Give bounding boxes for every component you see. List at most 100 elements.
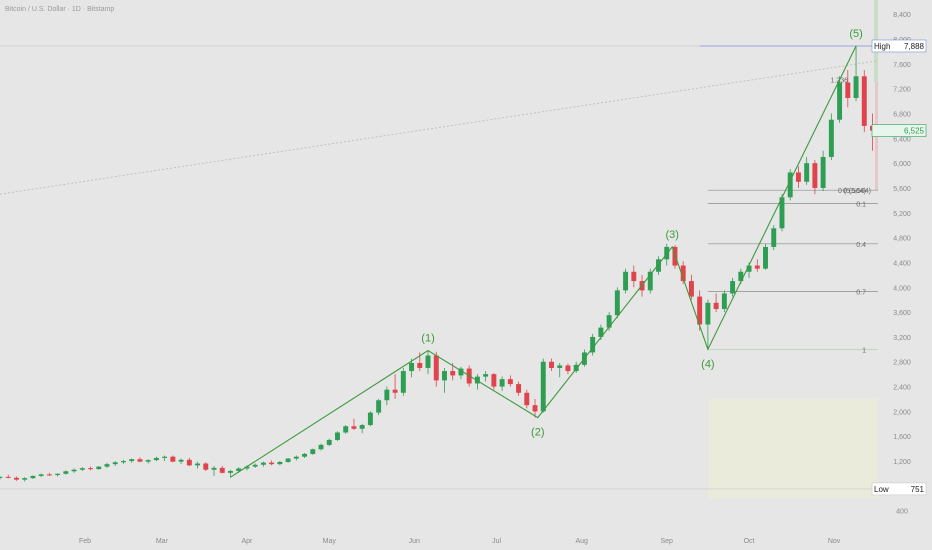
price-axis-background: [878, 0, 932, 550]
price-tick-label: 4,800: [893, 236, 911, 243]
candle-down: [713, 302, 719, 309]
low-tag-value: 751: [911, 485, 925, 494]
candle-up: [120, 461, 126, 463]
candle-up: [285, 458, 291, 462]
candle-up: [474, 376, 480, 384]
candle-up: [606, 315, 612, 328]
fib-level-label: 1: [862, 347, 866, 354]
candle-down: [392, 389, 398, 393]
price-tick-label: 7,600: [893, 62, 911, 69]
candle-up: [30, 475, 36, 479]
candle-up: [409, 362, 415, 372]
reference-lines: [0, 45, 879, 490]
candle-down: [88, 468, 94, 470]
candle-up: [277, 461, 283, 465]
elliott-wave: (1) (2) (3) (4) (5): [230, 28, 863, 478]
price-tick-label: 4,000: [893, 285, 911, 292]
fib-level-label: 0.4: [856, 242, 866, 249]
candle-up: [787, 172, 793, 198]
fib-level-label: 0.1: [856, 201, 866, 208]
candle-down: [795, 172, 801, 182]
candle-up: [499, 379, 505, 387]
price-axis[interactable]: 4008001,2001,6002,0002,4002,8003,2003,60…: [878, 0, 932, 550]
candle-up: [442, 371, 447, 381]
time-axis[interactable]: Feb Mar Apr May Jun Jul Aug Sep Oct Nov: [79, 538, 841, 545]
candle-up: [804, 163, 810, 182]
wave-label: (1): [421, 333, 434, 345]
candle-up: [763, 246, 768, 269]
trend-line: [0, 60, 879, 195]
candle-up: [557, 365, 563, 368]
time-tick-label: Oct: [744, 538, 755, 545]
candle-up: [129, 459, 135, 462]
candle-down: [532, 405, 538, 412]
candle-down: [170, 456, 176, 462]
candle-up: [195, 463, 201, 466]
candle-down: [269, 462, 275, 465]
candle-up: [540, 361, 546, 412]
candle-down: [5, 476, 11, 478]
price-tick-label: 6,800: [893, 112, 911, 119]
candle-up: [104, 464, 110, 467]
high-tag: High 7,888: [871, 39, 927, 53]
candle-up: [112, 462, 118, 465]
candle-down: [812, 163, 818, 188]
wave-label: (3): [665, 229, 678, 241]
candle-up: [384, 389, 390, 401]
candle-up: [71, 469, 77, 472]
candle-up: [63, 471, 69, 474]
candle-down: [13, 477, 19, 480]
candle-up: [310, 449, 316, 454]
candle-down: [845, 82, 851, 98]
candle-up: [0, 476, 3, 478]
candle-down: [697, 296, 703, 325]
price-tick-label: 2,400: [893, 385, 911, 392]
price-tick-label: 5,200: [893, 211, 911, 218]
time-tick-label: Jun: [409, 538, 420, 545]
candle-up: [211, 467, 217, 470]
price-tick-label: 5,600: [893, 186, 911, 193]
candle-down: [351, 426, 357, 429]
time-tick-label: Sep: [660, 538, 673, 545]
price-tick-label: 400: [896, 509, 908, 516]
candle-up: [656, 259, 661, 272]
time-tick-label: May: [323, 538, 337, 545]
time-tick-label: Nov: [828, 538, 841, 545]
candle-up: [721, 293, 727, 309]
candle-up: [705, 302, 711, 325]
price-tick-label: 4,400: [893, 260, 911, 267]
candle-down: [450, 371, 456, 376]
time-tick-label: Feb: [79, 538, 91, 545]
fib-level-label: 0 (5,564): [838, 188, 866, 195]
candle-down: [491, 374, 497, 387]
candle-up: [458, 368, 464, 376]
wave-path: [230, 45, 857, 478]
candle-up: [244, 466, 250, 469]
candle-down: [631, 271, 637, 282]
candle-up: [771, 228, 777, 247]
wave-label: (4): [701, 358, 714, 370]
low-tag-label: Low: [874, 485, 889, 494]
price-tick-label: 3,200: [893, 335, 911, 342]
candle-up: [367, 412, 373, 426]
time-tick-label: Jul: [492, 538, 501, 545]
wave-label: (2): [531, 427, 544, 439]
candle-up: [79, 468, 85, 470]
fib-level-label: 0.7: [856, 290, 866, 297]
candle-up: [425, 355, 431, 368]
candles: [0, 45, 875, 482]
fib-retracement: 0 (5,564)0.10.40.711.236: [707, 77, 885, 354]
chart-title: Bitcoin / U.S. Dollar · 1D · Bitstamp: [5, 6, 114, 13]
candle-down: [507, 379, 513, 385]
candle-up: [376, 400, 382, 413]
candle-up: [335, 432, 340, 440]
candle-down: [565, 365, 571, 372]
candle-up: [145, 460, 151, 462]
candle-up: [55, 473, 61, 476]
current-price-tag: 6,525: [871, 124, 927, 137]
candle-up: [359, 425, 365, 429]
wave-label: (5): [849, 28, 862, 40]
candle-down: [680, 265, 686, 282]
price-tick-label: 8,400: [893, 12, 911, 19]
